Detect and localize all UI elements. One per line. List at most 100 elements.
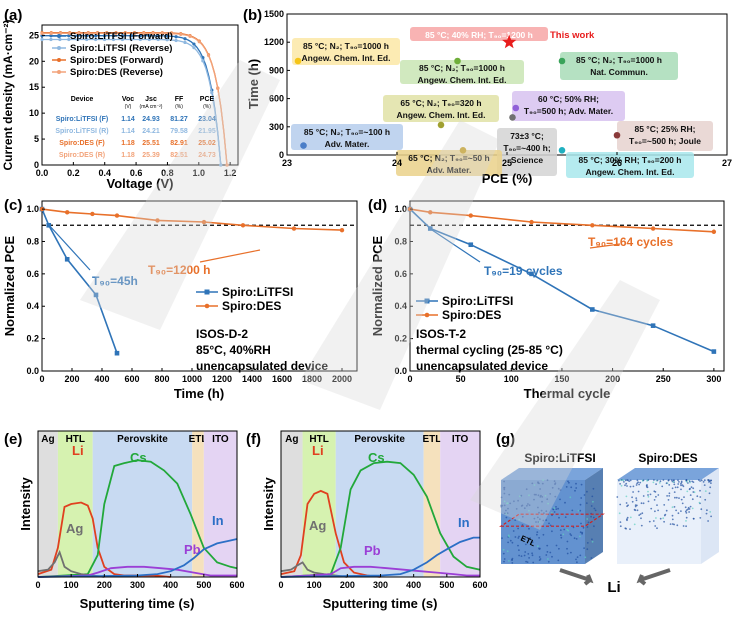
y-tick-label: 1.0 [26,204,39,214]
li-voxel [568,481,570,484]
jv-marker [120,34,125,38]
li-voxel [682,525,685,527]
x-tick-label: 600 [472,580,487,590]
panel-label-f: (f) [246,431,261,448]
li-voxel [625,482,628,485]
li-voxel [592,487,595,490]
jv-marker [165,38,169,42]
x-tick-label: 250 [656,374,671,384]
depth-profile-Cs [37,459,238,578]
panel-label-a: (a) [4,7,22,24]
li-voxel [642,502,645,505]
layer-label: Ag [41,434,54,445]
layer-label: ETL [422,434,441,445]
layer-label: Perovskite [354,434,405,445]
li-voxel [657,494,660,496]
data-marker-square [64,256,70,262]
x-tick-label: 50 [456,374,466,384]
x-tick-label: 100 [307,580,322,590]
li-voxel [560,534,562,537]
legend-marker [57,34,61,38]
layer-band [192,431,204,577]
series-line-1 [41,208,343,231]
li-voxel [517,544,519,547]
literature-label-text: 65 °C; N₂; T₉₀=320 h [400,98,481,108]
li-voxel [673,483,676,486]
li-voxel [684,510,687,513]
jv-marker [138,37,142,42]
x-tick-label: 23 [282,158,292,168]
table-cell: 25.51 [142,140,160,147]
li-voxel [678,481,680,483]
literature-label-text: T₉₀=~500 h; Joule [629,136,701,146]
x-tick-label: 200 [340,580,355,590]
li-voxel [541,496,544,498]
table-cell: 79.58 [170,128,188,135]
li-voxel [622,479,625,482]
li-voxel [514,536,517,538]
li-voxel [527,553,530,555]
li-voxel [710,482,712,484]
li-voxel [671,514,674,517]
li-voxel [570,534,573,537]
legend-marker [424,298,430,304]
literature-label-text: 85 °C; N₂; T₉₀=~100 h [304,127,390,137]
li-voxel [533,484,536,486]
x-tick-label: 0 [407,374,412,384]
li-voxel [619,503,622,506]
li-voxel [633,508,636,511]
y-tick-label: 20 [29,56,39,66]
li-voxel [619,483,621,485]
panel-c-xlabel: Time (h) [174,386,224,401]
li-voxel [685,525,687,528]
layer-band [38,431,58,577]
li-voxel [700,508,703,511]
panel-a-legend: Spiro:LiTFSI (Forward)Spiro:LiTFSI (Reve… [52,31,173,78]
panel-a-y-ticks: 0 5 10 15 20 25 [29,30,45,170]
literature-label-text: 65 °C; N₂; T₉₀=~50 h [408,153,489,163]
legend-marker [424,312,430,318]
x-tick-label: 2000 [332,374,352,384]
li-voxel [696,495,699,498]
li-voxel [675,496,678,499]
li-voxel [502,552,505,555]
species-label: Li [312,443,324,458]
table-cell: Spiro:DES (R) [59,152,105,159]
li-voxel [545,510,548,513]
li-voxel [506,502,508,505]
li-voxel [565,486,568,488]
li-voxel [709,511,712,513]
panel-g-cube-des [616,468,719,564]
li-voxel [699,496,702,498]
legend-marker [57,58,61,62]
li-voxel [542,519,545,522]
panel-g-title-litfsi: Spiro:LiTFSI [524,451,595,465]
panel-b-y-ticks: 0 300 600 900 1200 1500 [264,9,290,160]
li-voxel [500,505,503,508]
li-voxel [708,492,711,495]
li-voxel [579,531,582,534]
li-voxel [531,554,534,557]
layer-band [203,431,237,577]
li-voxel [547,560,550,563]
li-voxel [506,550,509,553]
li-voxel [586,490,588,493]
x-tick-label: 1.2 [224,168,237,178]
li-voxel [638,483,640,486]
table-cell: 1.18 [121,152,135,159]
cube-side-face [585,468,603,564]
x-tick-label: 100 [64,580,79,590]
li-voxel [657,509,659,512]
table-unit: (%) [203,104,211,110]
li-voxel [500,504,502,507]
y-tick-label: 0.8 [26,236,39,246]
li-voxel [699,480,701,482]
li-voxel [535,521,537,523]
li-voxel [545,554,548,556]
x-tick-label: 0.2 [67,168,80,178]
panel-e-plot-area: Li Cs Ag Pb In [37,443,238,578]
li-voxel [503,504,506,507]
li-voxel [553,511,556,513]
li-voxel [538,559,541,561]
species-label: Cs [368,450,385,465]
